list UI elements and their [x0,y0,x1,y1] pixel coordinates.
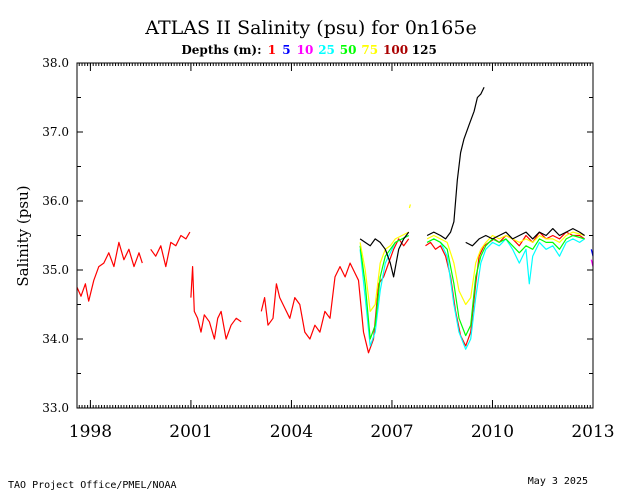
series-line-depth-50 [359,234,585,340]
footer-date: May 3 2025 [528,476,588,487]
x-tick-label: 2001 [169,422,212,442]
x-tick-label: 2013 [571,422,614,442]
series-line-depth-75 [359,204,585,312]
series-line-depth-25 [359,234,585,350]
plot-area: 33.0 34.0 35.0 36.0 37.0 38.0 1998 2001 2004 200… [42,56,614,442]
x-tick-label: 1998 [69,422,112,442]
y-tick-label: 35.0 [42,263,69,277]
series-line-depth-1 [76,231,585,354]
legend-label: Depths (m): [181,43,261,57]
y-tick-labels: 33.0 34.0 35.0 36.0 37.0 38.0 [42,56,69,415]
title-group: ATLAS II Salinity (psu) for 0n165e Depth… [144,17,476,57]
legend-entry-25: 25 [318,43,335,57]
y-tick-label: 37.0 [42,125,69,139]
legend: 1 5 10 25 50 75 100 125 [268,43,437,57]
y-tick-label: 33.0 [42,401,69,415]
legend-entry-75: 75 [361,43,378,57]
y-tick-label: 36.0 [42,194,69,208]
series-layer [76,86,594,354]
y-tick-label: 34.0 [42,332,69,346]
y-axis-label: Salinity (psu) [14,185,32,286]
x-tick-label: 2010 [471,422,514,442]
legend-entry-10: 10 [297,43,314,57]
x-tick-label: 2004 [270,422,313,442]
legend-entry-100: 100 [383,43,408,57]
y-tick-label: 38.0 [42,56,69,70]
legend-entry-125: 125 [412,43,437,57]
footer-credit: TAO Project Office/PMEL/NOAA [8,480,177,491]
series-line-depth-125 [359,86,585,278]
x-tick-label: 2007 [370,422,413,442]
axis-ticks [77,62,594,409]
chart-title: ATLAS II Salinity (psu) for 0n165e [144,17,476,39]
plot-frame [76,62,594,409]
legend-entry-5: 5 [282,43,290,57]
legend-entry-1: 1 [268,43,276,57]
legend-entry-50: 50 [340,43,357,57]
x-tick-labels: 1998 2001 2004 2007 2010 2013 [69,422,615,442]
